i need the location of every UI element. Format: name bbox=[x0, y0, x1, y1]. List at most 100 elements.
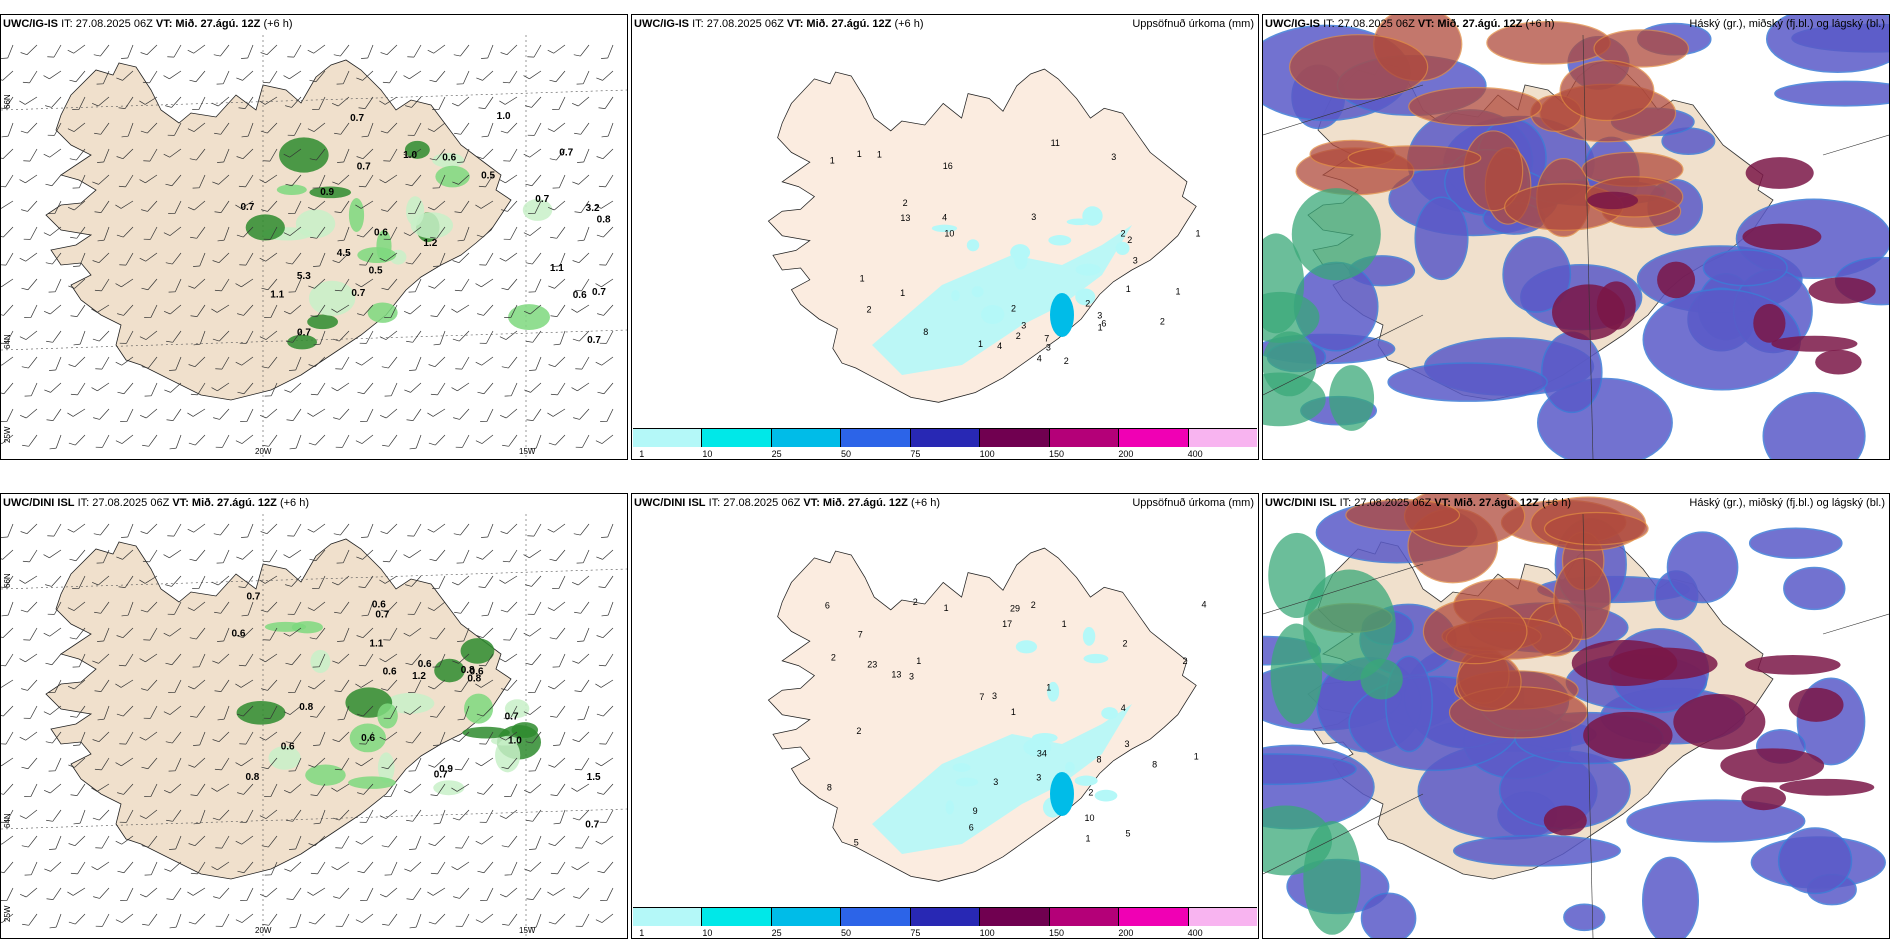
precip-value-label: 1.0 bbox=[497, 111, 511, 122]
wind-barb bbox=[552, 174, 566, 189]
precip-value-label: 2 bbox=[1031, 600, 1036, 610]
wind-barb bbox=[214, 200, 230, 213]
precip-area bbox=[434, 658, 465, 683]
wind-barb bbox=[68, 278, 86, 289]
precip-area bbox=[1015, 640, 1038, 654]
precip-area bbox=[981, 304, 1005, 325]
wind-barb bbox=[263, 226, 278, 240]
wind-barb bbox=[94, 278, 110, 292]
wind-barb bbox=[115, 913, 134, 923]
precip-value-label: 3 bbox=[1046, 343, 1051, 353]
wind-barb bbox=[408, 278, 422, 293]
low-cloud-area bbox=[1540, 331, 1603, 414]
wind-barb bbox=[432, 575, 446, 589]
wind-barb bbox=[455, 913, 470, 927]
wind-barb bbox=[337, 627, 350, 642]
wind-barb bbox=[117, 861, 134, 874]
wind-barb bbox=[1, 330, 14, 344]
precip-value-label: 1 bbox=[1098, 323, 1103, 333]
precip-value-label: 23 bbox=[867, 659, 877, 669]
wind-barb bbox=[529, 356, 542, 371]
wind-barb bbox=[428, 356, 446, 368]
precip-value-label: 0.6 bbox=[383, 666, 397, 677]
wind-barb bbox=[116, 226, 134, 238]
wind-barb bbox=[453, 44, 470, 57]
wind-barb bbox=[120, 408, 134, 422]
wind-barb bbox=[547, 601, 566, 611]
wind-barb bbox=[144, 382, 158, 397]
wind-barb bbox=[501, 757, 518, 770]
wind-barb bbox=[572, 330, 590, 342]
wind-barb bbox=[548, 757, 566, 768]
wind-barb bbox=[117, 304, 134, 316]
high-cloud-area bbox=[1303, 569, 1396, 682]
wind-barb bbox=[46, 887, 62, 900]
wind-barb bbox=[553, 731, 566, 746]
wind-barb bbox=[552, 96, 566, 110]
precip-value-label: 7 bbox=[858, 629, 863, 639]
low-cloud-area bbox=[1748, 527, 1843, 559]
precip-value-label: 1.2 bbox=[423, 238, 437, 249]
wind-barb bbox=[1, 70, 14, 81]
wind-barb bbox=[22, 70, 38, 84]
wind-barb bbox=[72, 174, 86, 189]
colorbar-swatch bbox=[1188, 429, 1257, 447]
precip-area bbox=[945, 800, 955, 815]
wind-barb bbox=[43, 705, 62, 715]
wind-barb bbox=[46, 809, 62, 822]
wind-barb bbox=[241, 601, 254, 617]
wind-barb bbox=[501, 679, 518, 691]
panel-top-left-wind-map: UWC/IG-IS IT: 27.08.2025 06Z VT: Mið. 27… bbox=[0, 14, 628, 460]
wind-barb bbox=[475, 434, 494, 444]
wind-barb bbox=[499, 575, 518, 584]
wind-barb bbox=[331, 382, 350, 392]
wind-barb bbox=[576, 549, 590, 564]
lon-label-20w: 20W bbox=[255, 926, 272, 935]
wind-barb bbox=[1, 653, 14, 667]
wind-barb bbox=[20, 523, 38, 535]
mid-cloud-core bbox=[1742, 223, 1822, 250]
wind-barb bbox=[212, 809, 230, 821]
wind-barb bbox=[475, 278, 494, 288]
wind-barb bbox=[528, 278, 542, 293]
wind-barb bbox=[597, 304, 614, 316]
precip-value-label: 2 bbox=[1016, 331, 1021, 341]
precip-value-label: 0.7 bbox=[535, 194, 549, 205]
precip-value-label: 2 bbox=[1160, 316, 1165, 326]
wind-barb bbox=[235, 913, 254, 923]
wind-barb bbox=[429, 549, 446, 562]
wind-barb bbox=[1, 304, 14, 316]
wind-barb bbox=[452, 653, 470, 664]
wind-barb bbox=[547, 122, 566, 132]
wind-barb bbox=[43, 226, 62, 236]
wind-barb bbox=[475, 356, 494, 366]
mid-cloud-core bbox=[1771, 335, 1858, 352]
wind-barb bbox=[115, 679, 134, 688]
wind-barb bbox=[504, 382, 518, 397]
wind-barb bbox=[287, 122, 302, 136]
precip-value-label: 3 bbox=[1021, 320, 1026, 330]
wind-barb bbox=[288, 679, 302, 693]
wind-barb bbox=[552, 653, 566, 668]
precip-area bbox=[511, 722, 539, 738]
wind-barb bbox=[283, 304, 302, 315]
wind-barb bbox=[212, 252, 230, 264]
precip-value-label: 17 bbox=[1002, 619, 1012, 629]
wind-barb bbox=[573, 44, 590, 57]
precip-area bbox=[1075, 263, 1101, 276]
wind-barb bbox=[67, 44, 86, 54]
wind-barb bbox=[404, 382, 422, 393]
panel-bottom-left-wind-map: UWC/DINI ISL IT: 27.08.2025 06Z VT: Mið.… bbox=[0, 493, 628, 939]
wind-barb bbox=[405, 653, 422, 666]
precip-value-label: 3 bbox=[1124, 739, 1129, 749]
precip-area bbox=[464, 693, 494, 724]
wind-barb bbox=[236, 148, 254, 160]
wind-barb bbox=[572, 252, 590, 264]
wind-barb bbox=[214, 122, 230, 135]
wind-barb bbox=[454, 601, 470, 614]
wind-barb bbox=[237, 304, 254, 316]
wind-barb bbox=[528, 200, 542, 214]
wind-barb bbox=[1, 434, 14, 444]
wind-barb bbox=[236, 705, 254, 717]
wind-barb bbox=[336, 549, 350, 564]
